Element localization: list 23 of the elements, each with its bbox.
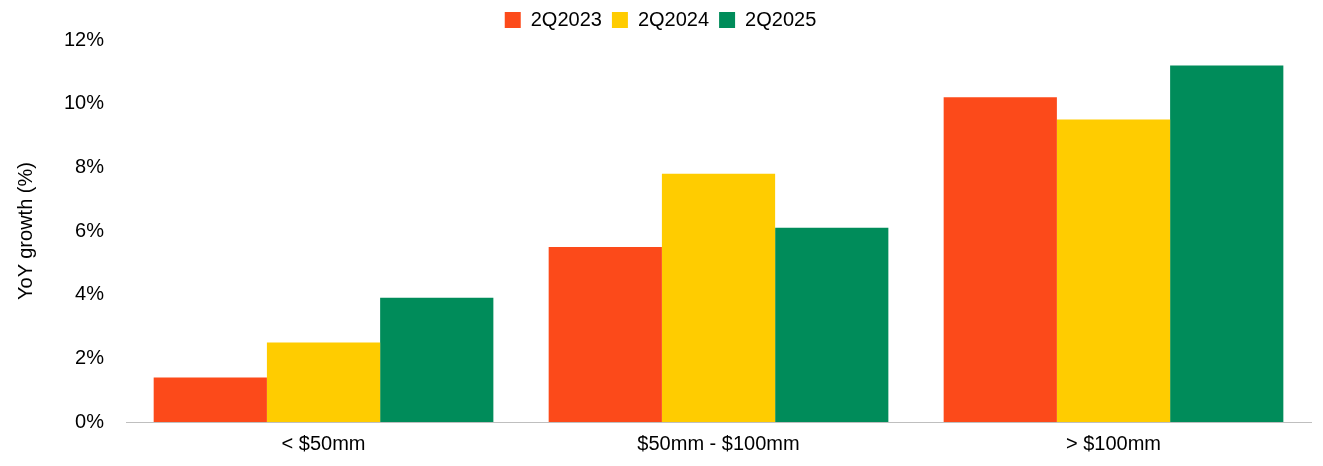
x-tick-label: $50mm - $100mm (637, 431, 800, 454)
y-tick-label: 0% (75, 409, 105, 432)
bar (1056, 119, 1171, 422)
legend-label: 2Q2025 (745, 7, 817, 30)
y-tick-label: 2% (75, 345, 105, 368)
bar (266, 342, 381, 422)
y-tick-label: 8% (75, 154, 105, 177)
bar (380, 297, 494, 422)
bar (548, 246, 662, 422)
y-tick-label: 6% (75, 218, 105, 241)
legend-label: 2Q2024 (637, 7, 710, 30)
y-tick-label: 10% (64, 91, 105, 114)
bar (1170, 65, 1284, 422)
y-tick-label: 4% (75, 282, 105, 305)
legend-label: 2Q2023 (530, 7, 602, 30)
y-axis-title: YoY growth (%) (13, 162, 36, 300)
bar (153, 377, 267, 422)
y-tick-label: 12% (64, 27, 105, 50)
bar (775, 227, 889, 422)
x-tick-label: < $50mm (281, 431, 366, 454)
bar (943, 97, 1057, 422)
x-tick-label: > $100mm (1065, 431, 1162, 454)
bar (661, 173, 776, 422)
